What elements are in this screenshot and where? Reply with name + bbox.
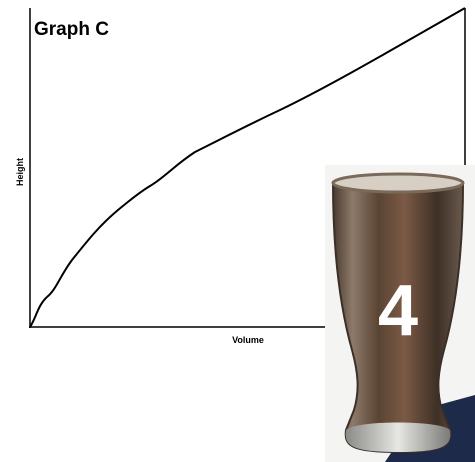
glass-photo: 4 bbox=[325, 165, 475, 462]
page: Graph C Height Volume 4 bbox=[0, 0, 475, 462]
glass-rim bbox=[333, 174, 463, 192]
graph-title: Graph C bbox=[34, 19, 109, 40]
glass-base bbox=[346, 423, 451, 453]
x-axis-label: Volume bbox=[232, 335, 264, 345]
y-axis-label: Height bbox=[15, 158, 25, 186]
glass-label: 4 bbox=[378, 271, 418, 351]
